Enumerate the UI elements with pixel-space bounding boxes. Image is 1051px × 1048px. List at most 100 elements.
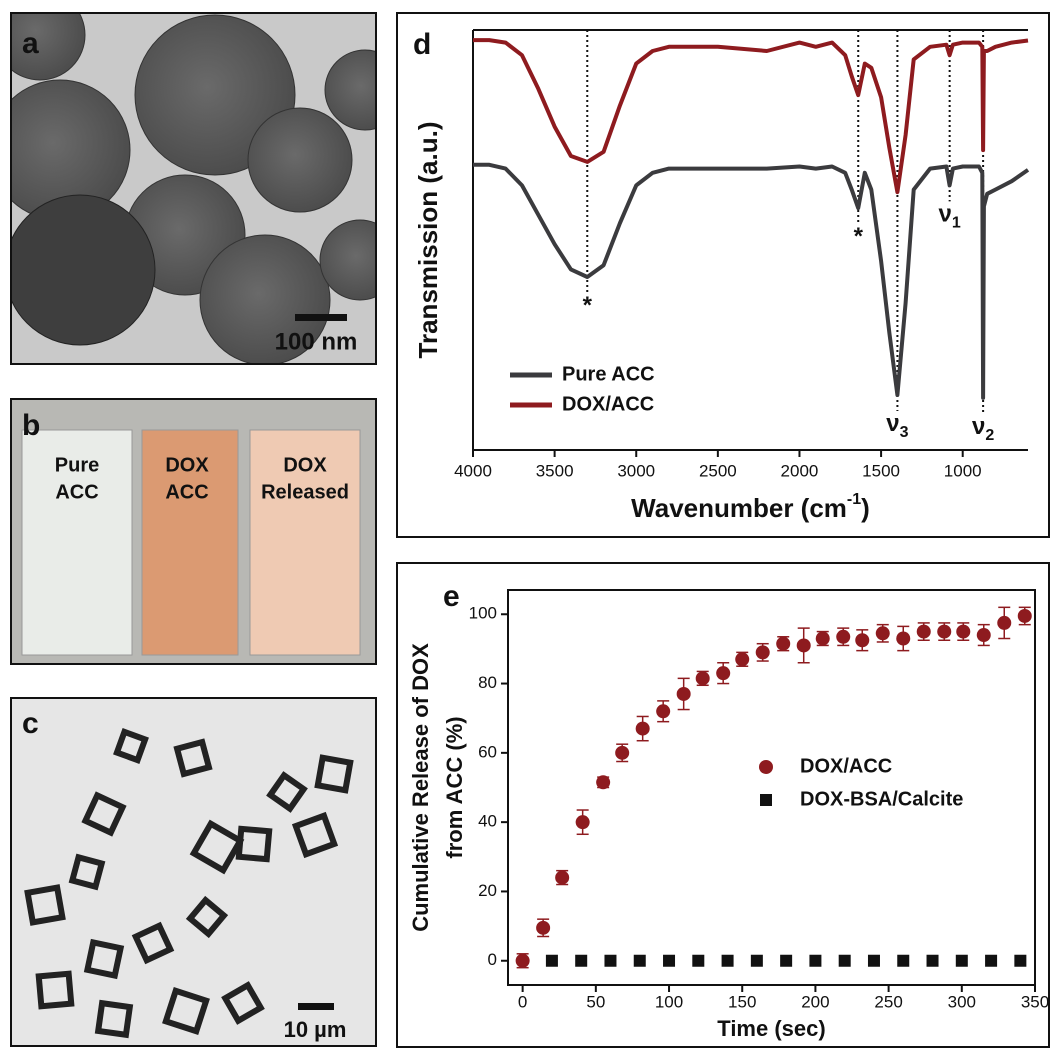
sample-label: ACC [165,481,208,503]
annotation-text: ν [886,410,899,437]
x-tick-label: 150 [728,992,756,1011]
sample-label: DOX [283,454,327,476]
point [897,955,909,967]
x-tick-label: 3000 [617,461,655,480]
point [636,722,650,736]
point [596,775,610,789]
panel-label: b [22,409,40,442]
point [576,815,590,829]
x-axis-label-end: ) [861,493,870,523]
legend-swatch [759,760,773,774]
point [868,955,880,967]
x-tick-label: 100 [655,992,683,1011]
point [836,630,850,644]
annotation-label: ν2 [972,413,994,444]
point [716,666,730,680]
x-tick-label: 300 [948,992,976,1011]
x-tick-label: 350 [1021,992,1049,1011]
point [855,633,869,647]
x-tick-label: 2500 [699,461,737,480]
sample-label: ACC [55,481,98,503]
point [780,955,792,967]
point [722,955,734,967]
x-axis-label: Time (sec) [717,1016,825,1041]
point [956,955,968,967]
point [956,625,970,639]
panel-label: d [413,28,431,61]
point [937,625,951,639]
y-tick-label: 80 [478,673,497,692]
point [797,638,811,652]
sample-label: Released [261,481,349,503]
y-tick-label: 40 [478,812,497,831]
point [997,616,1011,630]
x-axis-label-sup: -1 [847,491,861,508]
x-axis-label: Wavenumber (cm-1) [631,491,870,523]
x-tick-label: 50 [586,992,605,1011]
annotation-subscript: 2 [985,427,994,444]
annotation-label: * [583,292,593,319]
point [985,955,997,967]
point [555,871,569,885]
sample-label: DOX [165,454,209,476]
point [604,955,616,967]
point [634,955,646,967]
point [516,954,530,968]
annotation-label: ν1 [939,201,961,232]
x-tick-label: 250 [874,992,902,1011]
point [677,687,691,701]
x-tick-label: 3500 [536,461,574,480]
point [977,628,991,642]
panel-a: a 100 nm [0,0,405,365]
point [927,955,939,967]
y-tick-label: 0 [488,950,497,969]
panel-c: c 10 µm [11,698,376,1046]
point [751,955,763,967]
y-axis-label: Transmission (a.u.) [413,122,443,359]
annotation-label: * [854,223,864,250]
annotation-text: * [854,223,864,250]
panel-label: c [22,707,39,740]
point [816,632,830,646]
point [546,955,558,967]
x-tick-label: 200 [801,992,829,1011]
annotation-text: * [583,292,593,319]
point [663,955,675,967]
point [809,955,821,967]
legend-label: Pure ACC [562,363,655,385]
annotation-text: ν [972,413,985,440]
y-axis-label: Cumulative Release of DOX [408,643,433,932]
point [615,746,629,760]
scale-bar [298,1003,334,1010]
scale-bar-label: 100 nm [275,328,358,355]
point [917,625,931,639]
point [575,955,587,967]
legend-label: DOX/ACC [562,393,654,415]
x-tick-label: 2000 [781,461,819,480]
point [656,704,670,718]
point [1018,609,1032,623]
panel-d-frame [397,13,1049,537]
point [536,921,550,935]
panel-label: e [443,580,460,613]
x-tick-label: 1500 [862,461,900,480]
point [776,637,790,651]
point [876,626,890,640]
x-axis-label-text: Wavenumber (cm [631,493,847,523]
y-tick-label: 20 [478,881,497,900]
point [839,955,851,967]
point [1014,955,1026,967]
y-tick-label: 60 [478,742,497,761]
point [696,671,710,685]
point [896,632,910,646]
annotation-text: ν [939,201,952,228]
y-axis-label: from ACC (%) [442,716,467,858]
point [735,652,749,666]
point [692,955,704,967]
x-tick-label: 0 [518,992,527,1011]
annotation-label: ν3 [886,410,908,441]
legend-swatch [760,794,772,806]
annotation-subscript: 3 [900,424,909,441]
x-tick-label: 4000 [454,461,492,480]
legend-label: DOX/ACC [800,755,892,777]
